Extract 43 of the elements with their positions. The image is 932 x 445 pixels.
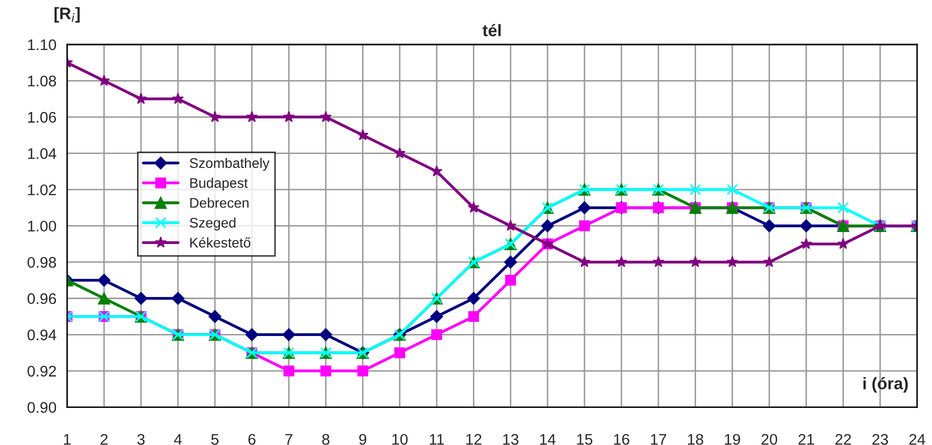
x-tick-label: 14 (540, 434, 556, 445)
chart-title: tél (482, 24, 501, 36)
x-tick-label: 7 (285, 434, 292, 445)
y-tick-label: 1.08 (28, 76, 56, 86)
x-tick-label: 12 (466, 434, 482, 445)
y-tick-label: 1.06 (28, 112, 56, 123)
x-tick-label: 5 (211, 434, 219, 445)
x-tick-label: 18 (688, 434, 704, 445)
x-tick-label: 2 (100, 434, 108, 445)
x-tick-label: 15 (577, 434, 592, 445)
legend-label: Kékestető (190, 237, 250, 248)
x-tick-label: 16 (614, 434, 630, 445)
x-tick-label: 20 (762, 434, 778, 445)
x-tick-label: 10 (392, 434, 408, 445)
y-axis-title: [R$_{i}$] (54, 7, 80, 23)
y-tick-label: 1.00 (28, 220, 56, 232)
x-tick-label: 8 (322, 434, 330, 445)
x-tick-label: 9 (359, 434, 366, 445)
legend-label: Szombathely (190, 158, 270, 171)
x-tick-label: 19 (724, 434, 740, 445)
x-tick-label: 3 (137, 434, 145, 445)
y-tick-label: 0.90 (28, 402, 56, 413)
legend-label: Debrecen (190, 198, 249, 208)
y-tick-label: 1.02 (28, 184, 56, 196)
x-tick-label: 1 (64, 434, 71, 445)
x-tick-label: 21 (798, 434, 814, 445)
y-tick-label: 0.98 (28, 256, 56, 268)
x-tick-label: 17 (651, 434, 666, 445)
y-tick-label: 0.94 (28, 330, 56, 340)
y-tick-label: 1.10 (28, 39, 56, 50)
legend-label: Budapest (190, 178, 248, 191)
x-tick-label: 6 (248, 434, 256, 445)
x-tick-label: 23 (872, 434, 888, 445)
x-axis-title: i (óra) (863, 376, 908, 393)
x-tick-label: 11 (430, 434, 444, 445)
x-tick-label: 22 (835, 434, 851, 445)
y-tick-label: 0.92 (28, 366, 56, 377)
x-tick-label: 24 (909, 434, 926, 445)
y-tick-label: 1.04 (28, 148, 56, 159)
y-tick-label: 0.96 (28, 293, 56, 304)
x-tick-label: 13 (503, 434, 518, 445)
x-tick-label: 4 (174, 434, 182, 445)
legend-label: Szeged (190, 217, 236, 230)
